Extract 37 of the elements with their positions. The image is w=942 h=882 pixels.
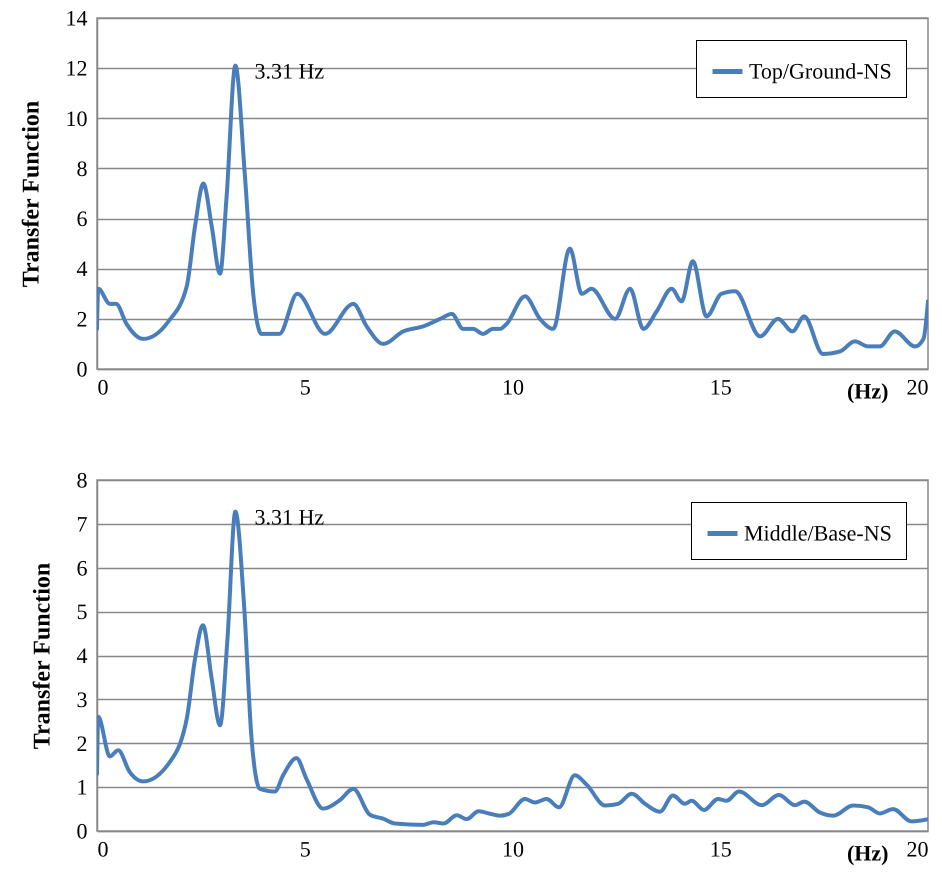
x-axis-title: (Hz): [846, 840, 888, 866]
annotation: 3.31 Hz: [254, 504, 324, 530]
y-tick-label: 0: [76, 356, 88, 382]
y-tick-label: 3: [76, 686, 88, 712]
x-tick-label: 15: [710, 374, 732, 400]
x-tick-label: 20: [906, 374, 928, 400]
y-tick-label: 8: [76, 468, 88, 492]
y-tick-label: 6: [76, 555, 88, 580]
y-tick-label: 4: [76, 256, 88, 282]
legend-label: Middle/Base-NS: [744, 520, 892, 546]
y-tick-label: 14: [66, 6, 88, 30]
y-tick-label: 2: [76, 306, 88, 332]
legend-label: Top/Ground-NS: [749, 58, 892, 84]
y-tick-label: 1: [76, 774, 88, 800]
y-axis-title: Transfer Function: [30, 562, 56, 750]
x-tick-label: 20: [906, 836, 928, 862]
y-tick-label: 2: [76, 730, 88, 756]
x-tick-label: 0: [98, 374, 108, 400]
x-tick-label: 10: [502, 374, 524, 400]
line-series: [97, 64, 928, 356]
y-tick-label: 7: [76, 511, 88, 536]
y-tick-label: 5: [76, 599, 88, 624]
y-tick-label: 8: [76, 156, 88, 181]
x-tick-label: 10: [502, 836, 524, 862]
y-tick-label: 4: [76, 643, 88, 668]
line-series: [97, 510, 928, 827]
y-tick-label: 10: [66, 106, 88, 131]
y-tick-label: 12: [66, 56, 88, 81]
annotation: 3.31 Hz: [254, 58, 324, 84]
x-tick-label: 15: [710, 836, 732, 862]
x-tick-label: 5: [300, 836, 311, 862]
x-axis-title: (Hz): [846, 378, 888, 404]
y-tick-label: 0: [76, 818, 88, 844]
x-tick-label: 0: [98, 836, 108, 862]
y-axis-title: Transfer Function: [18, 100, 44, 288]
x-tick-label: 5: [300, 374, 311, 400]
y-tick-label: 6: [76, 206, 88, 232]
